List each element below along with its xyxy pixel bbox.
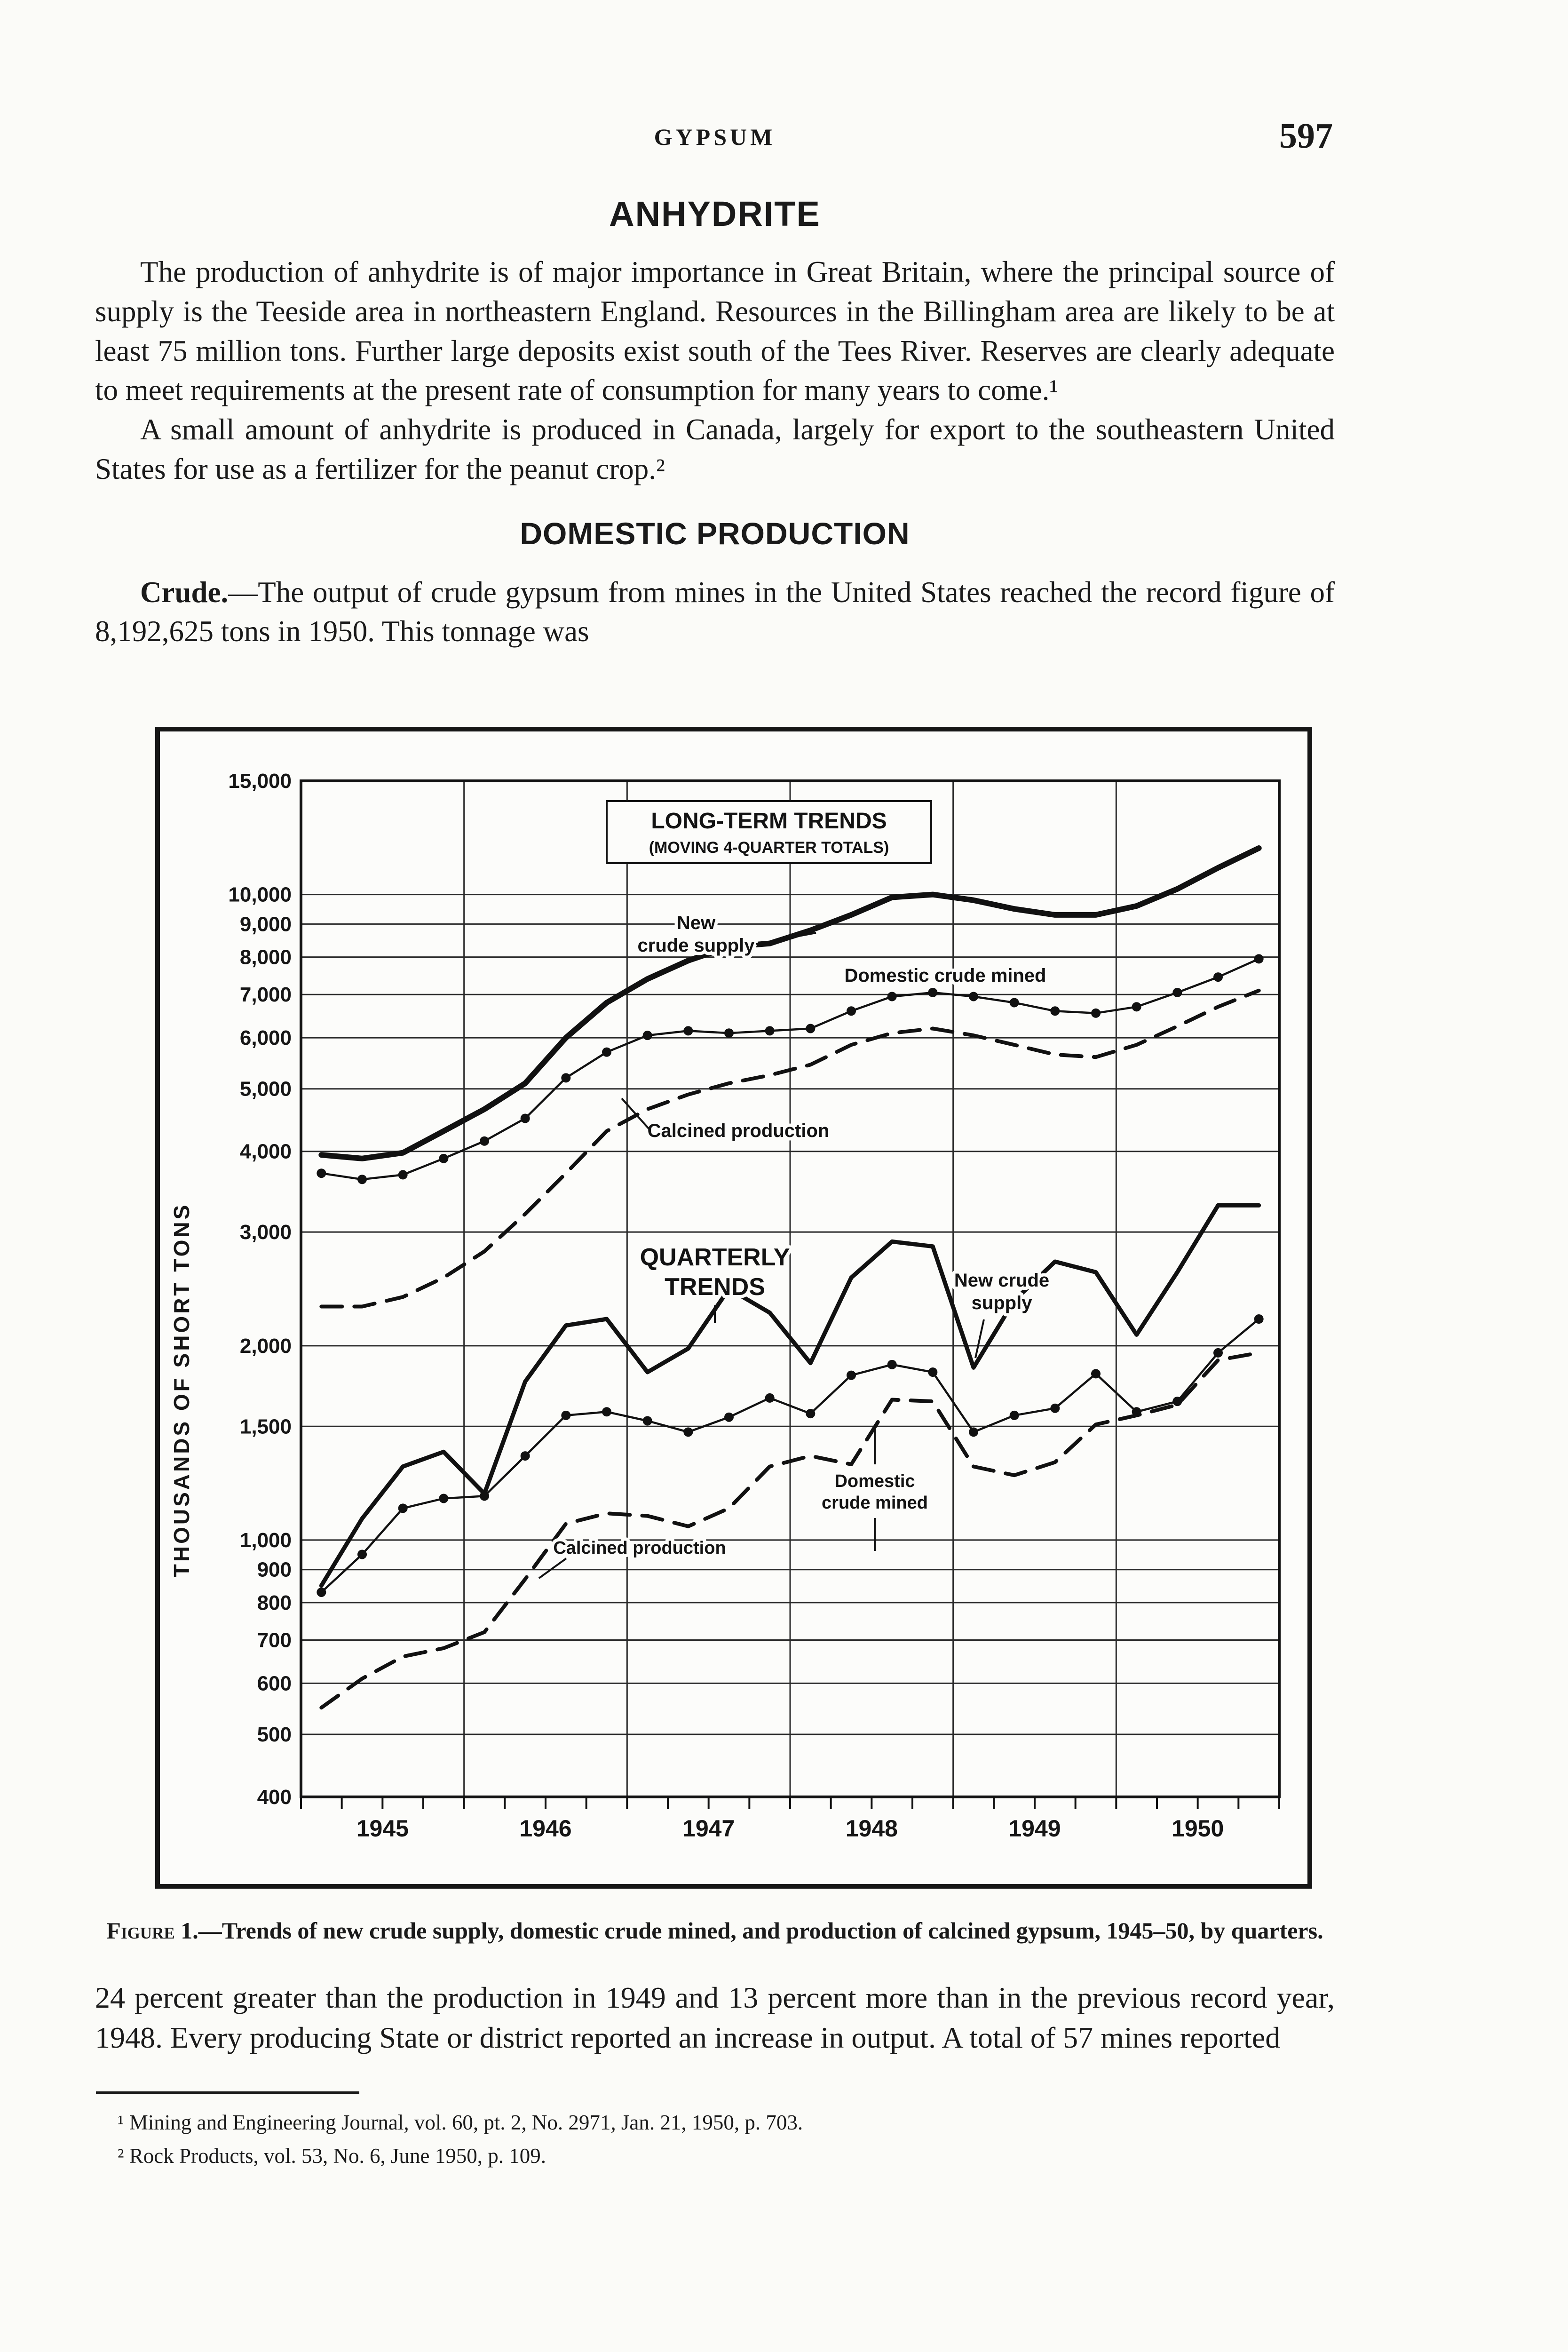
svg-text:10,000: 10,000 [228,883,292,906]
svg-text:400: 400 [257,1786,292,1809]
svg-text:QUARTERLY: QUARTERLY [640,1244,790,1271]
svg-text:Domestic crude mined: Domestic crude mined [844,965,1046,986]
figure1-chart: 400 500 600 700 800 900 1,000 1,500 2,000 3,000 4,… [169,770,1281,1842]
figure-caption-text: —Trends of new crude supply, domestic cr… [198,1917,1323,1944]
text-column: GYPSUM 597 ANHYDRITE The production of a… [95,116,1335,2175]
footnote-1: ¹ Mining and Engineering Journal, vol. 6… [118,2111,803,2135]
figure-frame: 400 500 600 700 800 900 1,000 1,500 2,000 3,000 4,… [155,727,1312,1889]
page-header: GYPSUM 597 [95,116,1335,166]
svg-text:6,000: 6,000 [240,1026,292,1049]
svg-text:crude mined: crude mined [822,1493,928,1513]
footnote-rule [96,2091,359,2094]
svg-text:2,000: 2,000 [240,1335,292,1358]
svg-text:1950: 1950 [1172,1815,1224,1842]
figure-caption: Figure 1.—Trends of new crude supply, do… [95,1915,1335,1947]
svg-text:New crude: New crude [954,1270,1049,1291]
paragraph-continuation: 24 percent greater than the production i… [95,1981,1335,2055]
svg-text:4,000: 4,000 [240,1140,292,1163]
svg-text:supply: supply [972,1293,1033,1313]
svg-text:1945: 1945 [356,1815,409,1842]
svg-text:9,000: 9,000 [240,913,292,936]
svg-text:600: 600 [257,1672,292,1695]
svg-text:800: 800 [257,1591,292,1614]
svg-text:1,000: 1,000 [240,1529,292,1552]
svg-text:1949: 1949 [1008,1815,1061,1842]
svg-text:15,000: 15,000 [228,770,292,793]
footnote-2: ² Rock Products, vol. 53, No. 6, June 19… [118,2144,546,2168]
paragraph-crude-text: —The output of crude gypsum from mines i… [95,575,1335,648]
svg-text:900: 900 [257,1558,292,1581]
svg-text:New: New [677,913,716,933]
svg-text:1948: 1948 [846,1815,898,1842]
paragraph-crude-lead: Crude. [140,575,229,609]
section-heading-anhydrite: ANHYDRITE [609,194,821,233]
section-heading-domestic-production: DOMESTIC PRODUCTION [520,516,910,551]
svg-text:8,000: 8,000 [240,946,292,969]
svg-text:Calcined production: Calcined production [648,1120,830,1141]
svg-text:1946: 1946 [519,1815,571,1842]
running-title: GYPSUM [654,124,776,150]
figure-1: 400 500 600 700 800 900 1,000 1,500 2,000 3,000 4,… [95,727,1335,1947]
svg-text:THOUSANDS OF SHORT TONS: THOUSANDS OF SHORT TONS [169,1203,194,1578]
svg-text:TRENDS: TRENDS [665,1273,765,1301]
svg-text:5,000: 5,000 [240,1078,292,1101]
svg-text:LONG-TERM TRENDS: LONG-TERM TRENDS [651,809,887,834]
svg-text:1,500: 1,500 [240,1415,292,1438]
svg-text:3,000: 3,000 [240,1221,292,1244]
paragraph-anhydrite-2: A small amount of anhydrite is produced … [95,413,1335,485]
svg-text:500: 500 [257,1723,292,1746]
svg-text:crude supply: crude supply [638,935,755,956]
svg-text:700: 700 [257,1629,292,1652]
svg-text:1947: 1947 [682,1815,735,1842]
figure-caption-label: Figure 1. [106,1917,198,1944]
paragraph-crude: Crude.—The output of crude gypsum from m… [95,573,1335,652]
paragraph-anhydrite-1: The production of anhydrite is of major … [95,255,1335,407]
svg-text:Domestic: Domestic [834,1471,915,1491]
svg-text:(MOVING 4-QUARTER TOTALS): (MOVING 4-QUARTER TOTALS) [649,839,889,857]
svg-text:7,000: 7,000 [240,983,292,1006]
page-number: 597 [1279,116,1333,156]
svg-text:Calcined production: Calcined production [553,1538,726,1558]
